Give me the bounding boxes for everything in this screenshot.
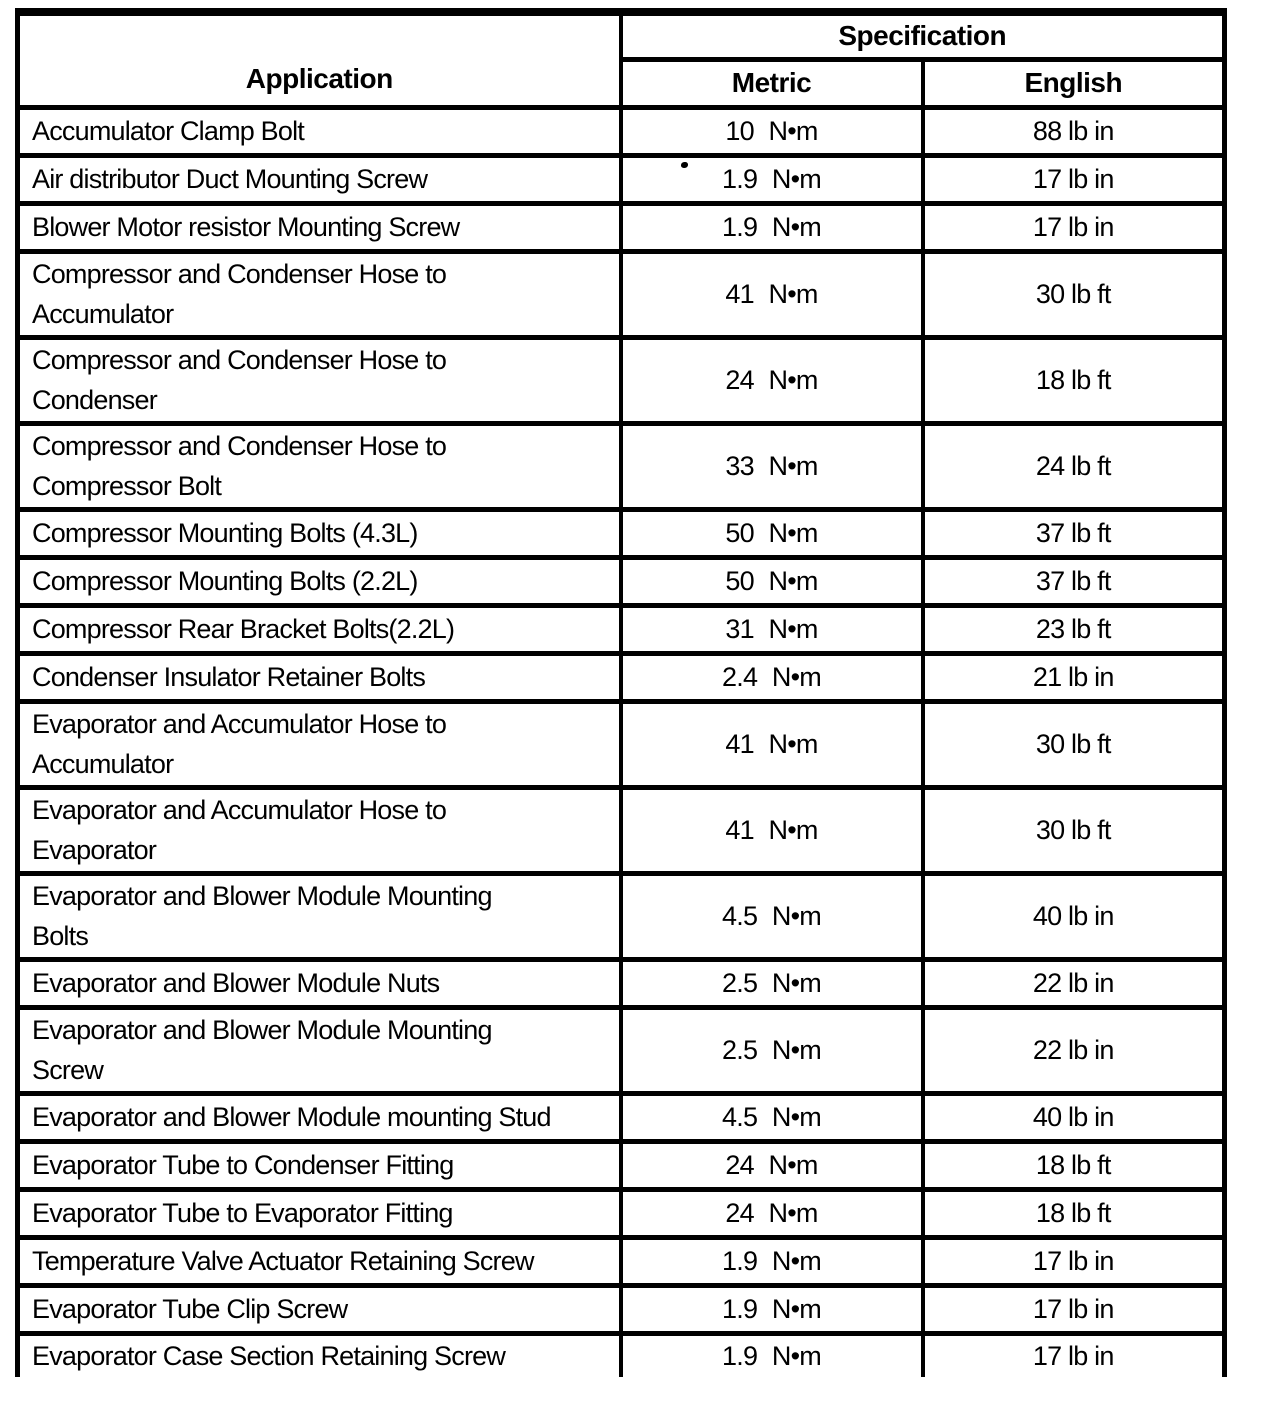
table-row: Compressor and Condenser Hose to Accumul…: [15, 248, 1227, 340]
application-cell: Compressor and Condenser Hose to Condens…: [15, 334, 623, 426]
application-cell: Compressor Mounting Bolts (2.2L): [15, 554, 623, 608]
english-cell: 21 lb in: [920, 650, 1227, 704]
table-row: Compressor and Condenser Hose to Compres…: [15, 420, 1227, 512]
metric-cell: 41 N•m: [618, 698, 925, 790]
metric-column-header: Metric: [618, 56, 925, 110]
header-row-units: Metric English: [18, 56, 1227, 110]
metric-cell: 1.9 N•m: [618, 152, 925, 206]
metric-cell: 2.4 N•m: [618, 650, 925, 704]
english-cell: 23 lb ft: [920, 602, 1227, 656]
table-row: Evaporator Tube to Evaporator Fitting 24 …: [15, 1186, 1227, 1240]
english-cell: 22 lb in: [920, 1004, 1227, 1096]
metric-cell: 41 N•m: [618, 248, 925, 340]
english-cell: 30 lb ft: [920, 698, 1227, 790]
metric-cell: 50 N•m: [618, 554, 925, 608]
application-cell: Evaporator Case Section Retaining Screw: [15, 1330, 623, 1377]
table-row: Temperature Valve Actuator Retaining Scr…: [15, 1234, 1227, 1288]
table-row: Condenser Insulator Retainer Bolts 2.4 N•…: [15, 650, 1227, 704]
english-cell: 88 lb in: [920, 104, 1227, 158]
table-row: Evaporator and Accumulator Hose to Evapo…: [15, 784, 1227, 876]
table-row: Evaporator and Blower Module Mounting Bo…: [15, 870, 1227, 962]
english-cell: 17 lb in: [920, 1330, 1227, 1377]
application-cell: Evaporator and Blower Module Nuts: [15, 956, 623, 1010]
metric-cell: 50 N•m: [618, 506, 925, 560]
english-cell: 17 lb in: [920, 1234, 1227, 1288]
application-cell: Air distributor Duct Mounting Screw: [15, 152, 623, 206]
table-row: Accumulator Clamp Bolt 10 N•m 88 lb in: [15, 104, 1227, 158]
table-row: Compressor Rear Bracket Bolts(2.2L) 31 N•…: [15, 602, 1227, 656]
metric-cell: 10 N•m: [618, 104, 925, 158]
metric-cell: 4.5 N•m: [618, 1090, 925, 1144]
application-cell: Compressor Mounting Bolts (4.3L): [15, 506, 623, 560]
application-cell: Evaporator Tube to Evaporator Fitting: [15, 1186, 623, 1240]
metric-cell: 4.5 N•m: [618, 870, 925, 962]
application-cell: Evaporator and Blower Module Mounting Sc…: [15, 1004, 623, 1096]
application-cell: Evaporator Tube to Condenser Fitting: [15, 1138, 623, 1192]
english-cell: 37 lb ft: [920, 554, 1227, 608]
torque-spec-table: Application Specification Metric English…: [15, 8, 1228, 1377]
english-cell: 30 lb ft: [920, 784, 1227, 876]
metric-cell: 1.9 N•m: [618, 1282, 925, 1336]
table-row: Evaporator and Blower Module mounting St…: [15, 1090, 1227, 1144]
metric-cell: 1.9 N•m: [618, 1330, 925, 1377]
application-cell: Compressor and Condenser Hose to Compres…: [15, 420, 623, 512]
english-column-header: English: [920, 56, 1227, 110]
metric-cell: 24 N•m: [618, 1186, 925, 1240]
metric-cell: 33 N•m: [618, 420, 925, 512]
english-cell: 17 lb in: [920, 152, 1227, 206]
english-cell: 40 lb in: [920, 870, 1227, 962]
metric-cell: 24 N•m: [618, 334, 925, 426]
metric-cell: 1.9 N•m: [618, 1234, 925, 1288]
application-cell: Evaporator and Blower Module mounting St…: [15, 1090, 623, 1144]
application-cell: Blower Motor resistor Mounting Screw: [15, 200, 623, 254]
table-row: Evaporator Tube to Condenser Fitting 24 N…: [15, 1138, 1227, 1192]
table-row: Evaporator and Accumulator Hose to Accum…: [15, 698, 1227, 790]
application-cell: Compressor and Condenser Hose to Accumul…: [15, 248, 623, 340]
table-row: Evaporator Case Section Retaining Screw 1…: [15, 1330, 1227, 1377]
application-cell: Evaporator and Accumulator Hose to Evapo…: [15, 784, 623, 876]
metric-cell: 1.9 N•m: [618, 200, 925, 254]
english-cell: 18 lb ft: [920, 1138, 1227, 1192]
english-cell: 22 lb in: [920, 956, 1227, 1010]
metric-cell: 31 N•m: [618, 602, 925, 656]
table-row: Evaporator and Blower Module Nuts 2.5 N•m…: [15, 956, 1227, 1010]
specification-column-group-header: Specification: [618, 9, 1227, 62]
header-row-specification: Application Specification: [15, 9, 1227, 110]
application-cell: Accumulator Clamp Bolt: [15, 104, 623, 158]
english-cell: 40 lb in: [920, 1090, 1227, 1144]
table-row: Evaporator Tube Clip Screw 1.9 N•m 17 lb i…: [15, 1282, 1227, 1336]
english-cell: 24 lb ft: [920, 420, 1227, 512]
english-cell: 18 lb ft: [920, 334, 1227, 426]
english-cell: 37 lb ft: [920, 506, 1227, 560]
metric-cell: 24 N•m: [618, 1138, 925, 1192]
scan-artifact-dot: [681, 162, 688, 168]
metric-cell: 2.5 N•m: [618, 956, 925, 1010]
application-cell: Compressor Rear Bracket Bolts(2.2L): [15, 602, 623, 656]
english-cell: 30 lb ft: [920, 248, 1227, 340]
english-cell: 17 lb in: [920, 200, 1227, 254]
english-cell: 17 lb in: [920, 1282, 1227, 1336]
metric-cell: 2.5 N•m: [618, 1004, 925, 1096]
metric-cell: 41 N•m: [618, 784, 925, 876]
application-cell: Evaporator and Accumulator Hose to Accum…: [15, 698, 623, 790]
application-cell: Temperature Valve Actuator Retaining Scr…: [15, 1234, 623, 1288]
application-cell: Condenser Insulator Retainer Bolts: [15, 650, 623, 704]
application-column-header: Application: [15, 9, 623, 110]
application-cell: Evaporator Tube Clip Screw: [15, 1282, 623, 1336]
table-row: Compressor and Condenser Hose to Condens…: [15, 334, 1227, 426]
table-row: Evaporator and Blower Module Mounting Sc…: [15, 1004, 1227, 1096]
table-row: Compressor Mounting Bolts (4.3L) 50 N•m 37…: [15, 506, 1227, 560]
application-cell: Evaporator and Blower Module Mounting Bo…: [15, 870, 623, 962]
table-row: Air distributor Duct Mounting Screw 1.9 N…: [15, 152, 1227, 206]
table-row: Blower Motor resistor Mounting Screw 1.9 …: [15, 200, 1227, 254]
table-row: Compressor Mounting Bolts (2.2L) 50 N•m 37…: [15, 554, 1227, 608]
english-cell: 18 lb ft: [920, 1186, 1227, 1240]
